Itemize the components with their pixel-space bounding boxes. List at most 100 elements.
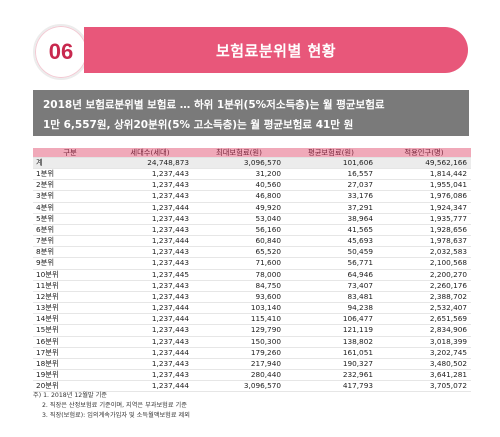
table-cell: 40,560	[193, 179, 285, 192]
table-cell: 17분위	[33, 347, 107, 359]
table-body: 계 24,748,873 3,096,570 101,606 49,562,166 1분위…	[33, 157, 471, 393]
table-cell: 232,961	[285, 369, 377, 382]
table-cell: 50,459	[285, 246, 377, 259]
table-cell: 1,237,443	[107, 291, 193, 304]
table-cell: 18분위	[33, 358, 107, 370]
table-row: 5분위 1,237,443 53,040 38,964 1,935,777	[33, 213, 471, 225]
table-cell: 1,237,443	[107, 213, 193, 225]
table-cell: 1,814,442	[377, 168, 471, 181]
premium-decile-table: 구분 세대수(세대) 최대보험료(원) 평균보험료(원) 적용인구(명) 계 24…	[33, 148, 471, 393]
table-row: 3분위 1,237,443 46,800 33,176 1,976,086	[33, 190, 471, 203]
table-row: 7분위 1,237,444 60,840 45,693 1,978,637	[33, 235, 471, 248]
table-cell: 106,477	[285, 313, 377, 326]
table-cell: 103,140	[193, 302, 285, 315]
table-cell: 3,096,570	[193, 380, 285, 393]
table-cell: 115,410	[193, 313, 285, 326]
table-cell: 계	[33, 157, 107, 170]
table-cell: 8분위	[33, 246, 107, 259]
table-row: 10분위 1,237,445 78,000 64,946 2,200,270	[33, 269, 471, 281]
table-cell: 1,928,656	[377, 224, 471, 237]
table-cell: 20분위	[33, 380, 107, 393]
table-cell: 46,800	[193, 190, 285, 203]
table-cell: 1분위	[33, 168, 107, 181]
table-cell: 15분위	[33, 324, 107, 337]
section-title-banner: 보험료분위별 현황	[84, 27, 468, 73]
header-max-premium: 최대보험료(원)	[193, 148, 285, 158]
table-cell: 179,260	[193, 347, 285, 359]
table-cell: 73,407	[285, 280, 377, 292]
table-cell: 1,237,443	[107, 224, 193, 237]
table-cell: 1,237,443	[107, 190, 193, 203]
table-cell: 1,237,445	[107, 269, 193, 281]
table-cell: 45,693	[285, 235, 377, 248]
table-cell: 71,600	[193, 257, 285, 270]
table-cell: 1,935,777	[377, 213, 471, 225]
table-cell: 1,237,443	[107, 324, 193, 337]
table-row: 20분위 1,237,444 3,096,570 417,793 3,705,072	[33, 380, 471, 393]
table-cell: 84,750	[193, 280, 285, 292]
section-title: 보험료분위별 현황	[215, 41, 337, 60]
table-cell: 19분위	[33, 369, 107, 382]
header-avg-premium: 평균보험료(원)	[285, 148, 377, 158]
table-row: 6분위 1,237,443 56,160 41,565 1,928,656	[33, 224, 471, 237]
table-row-total: 계 24,748,873 3,096,570 101,606 49,562,166	[33, 157, 471, 170]
table-cell: 1,237,444	[107, 302, 193, 315]
table-cell: 1,955,041	[377, 179, 471, 192]
table-cell: 33,176	[285, 190, 377, 203]
table-cell: 16분위	[33, 336, 107, 348]
table-cell: 10분위	[33, 269, 107, 281]
table-cell: 1,978,637	[377, 235, 471, 248]
table-cell: 24,748,873	[107, 157, 193, 170]
table-cell: 11분위	[33, 280, 107, 292]
table-cell: 1,237,444	[107, 202, 193, 214]
table-cell: 2,260,176	[377, 280, 471, 292]
table-cell: 38,964	[285, 213, 377, 225]
table-cell: 1,976,086	[377, 190, 471, 203]
table-cell: 7분위	[33, 235, 107, 248]
table-cell: 3,705,072	[377, 380, 471, 393]
table-cell: 60,840	[193, 235, 285, 248]
table-cell: 417,793	[285, 380, 377, 393]
table-row: 17분위 1,237,444 179,260 161,051 3,202,745	[33, 347, 471, 359]
footnotes: 주) 1. 2018년 12월말 기준 2. 직장은 산정보험료 기준이며, 지…	[33, 391, 473, 421]
table-cell: 2,651,569	[377, 313, 471, 326]
table-cell: 1,237,443	[107, 257, 193, 270]
table-row: 15분위 1,237,443 129,790 121,119 2,834,906	[33, 324, 471, 337]
table-cell: 83,481	[285, 291, 377, 304]
table-cell: 150,300	[193, 336, 285, 348]
summary-line-2: 1만 6,557원, 상위20분위(5% 고소득층)는 월 평균보험료 41만 …	[43, 119, 354, 131]
table-cell: 3,480,502	[377, 358, 471, 370]
table-row: 12분위 1,237,443 93,600 83,481 2,388,702	[33, 291, 471, 304]
table-row: 16분위 1,237,443 150,300 138,802 3,018,399	[33, 336, 471, 348]
table-cell: 16,557	[285, 168, 377, 181]
table-cell: 13분위	[33, 302, 107, 315]
table-row: 19분위 1,237,443 280,440 232,961 3,641,281	[33, 369, 471, 382]
table-cell: 1,924,347	[377, 202, 471, 214]
table-cell: 2,834,906	[377, 324, 471, 337]
table-row: 4분위 1,237,444 49,920 37,291 1,924,347	[33, 202, 471, 214]
table-cell: 2,032,583	[377, 246, 471, 259]
table-cell: 3,641,281	[377, 369, 471, 382]
table-cell: 1,237,443	[107, 168, 193, 181]
table-cell: 65,520	[193, 246, 285, 259]
table-cell: 1,237,444	[107, 347, 193, 359]
table-cell: 93,600	[193, 291, 285, 304]
table-cell: 2,388,702	[377, 291, 471, 304]
table-cell: 1,237,443	[107, 179, 193, 192]
table-cell: 27,037	[285, 179, 377, 192]
table-cell: 217,940	[193, 358, 285, 370]
footnote-3: 3. 직장(보험료): 임의계속가입자 및 소득월액보험료 제외	[42, 412, 190, 419]
table-row: 13분위 1,237,444 103,140 94,238 2,532,407	[33, 302, 471, 315]
table-cell: 2,532,407	[377, 302, 471, 315]
table-cell: 3,018,399	[377, 336, 471, 348]
table-row: 2분위 1,237,443 40,560 27,037 1,955,041	[33, 179, 471, 192]
table-cell: 56,771	[285, 257, 377, 270]
table-cell: 9분위	[33, 257, 107, 270]
table-cell: 190,327	[285, 358, 377, 370]
table-cell: 2분위	[33, 179, 107, 192]
table-cell: 78,000	[193, 269, 285, 281]
header-households: 세대수(세대)	[107, 148, 193, 158]
table-cell: 12분위	[33, 291, 107, 304]
table-cell: 6분위	[33, 224, 107, 237]
header-population: 적용인구(명)	[377, 148, 471, 158]
